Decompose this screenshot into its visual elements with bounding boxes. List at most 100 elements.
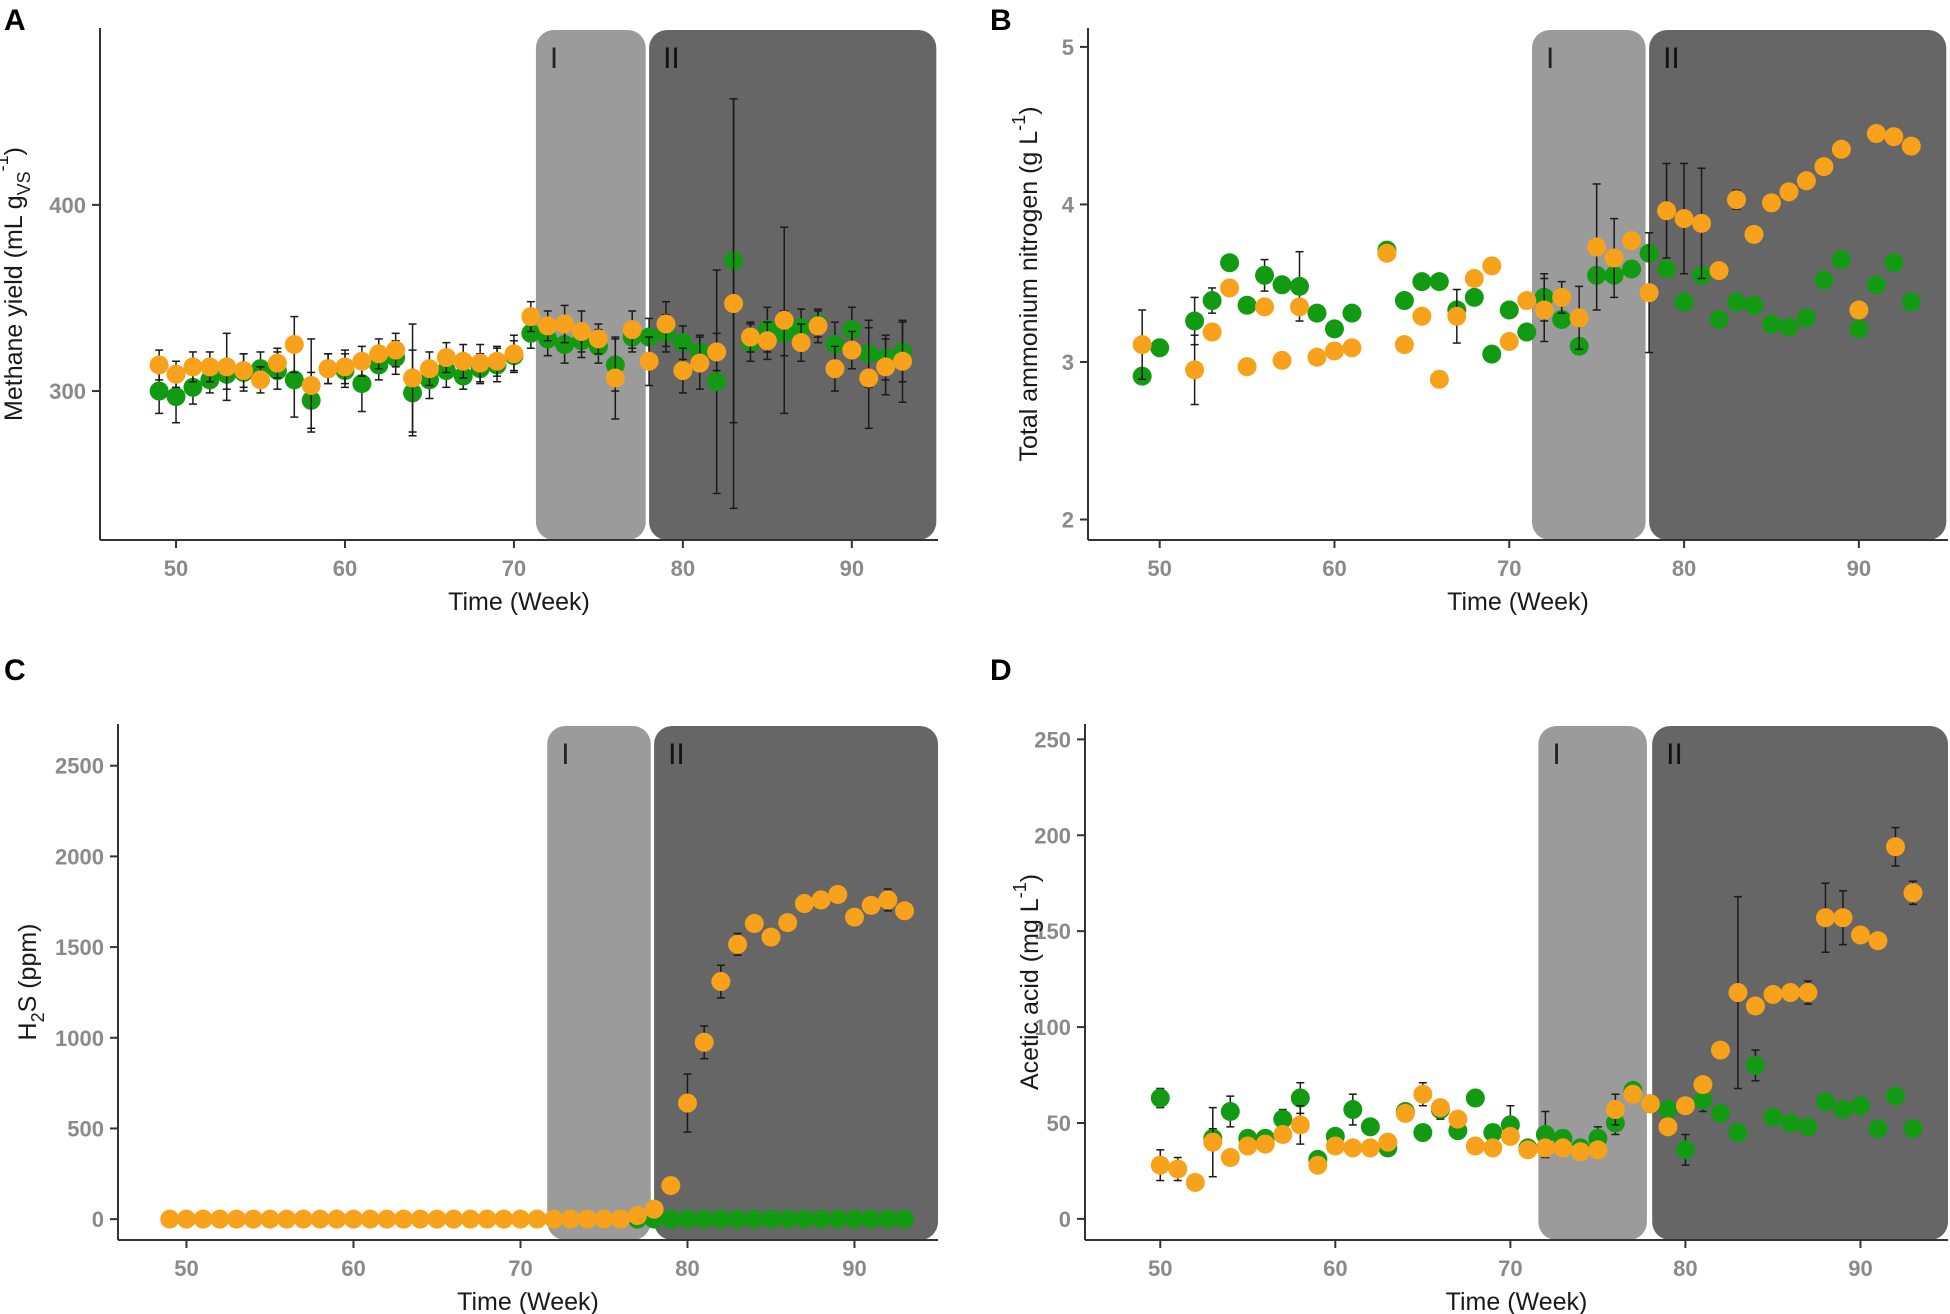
- y-tick-label: 150: [1034, 919, 1071, 944]
- data-point-orange: [1866, 124, 1886, 144]
- phase-II-label: II: [1663, 42, 1680, 75]
- data-point-green: [352, 374, 372, 394]
- data-point-orange: [1412, 306, 1432, 326]
- data-point-orange: [728, 934, 748, 954]
- phase-I-label: I: [1552, 738, 1560, 771]
- data-point-orange: [572, 321, 592, 341]
- data-point-orange: [477, 1209, 497, 1229]
- data-point-orange: [774, 310, 794, 330]
- data-point-green: [1761, 314, 1781, 334]
- data-point-orange: [1342, 338, 1362, 358]
- data-point-orange: [673, 361, 693, 381]
- data-point-orange: [1868, 931, 1888, 951]
- data-point-orange: [895, 901, 915, 921]
- data-point-orange: [1763, 984, 1783, 1004]
- data-point-orange: [627, 1206, 647, 1226]
- data-point-orange: [694, 1032, 714, 1052]
- data-point-orange: [1833, 908, 1853, 928]
- data-point-orange: [1150, 1155, 1170, 1175]
- data-point-orange: [690, 353, 710, 373]
- y-tick-label: 0: [1059, 1207, 1071, 1232]
- data-point-orange: [844, 907, 864, 927]
- y-axis-title: Methane yield (mL gVS-1): [0, 147, 34, 421]
- data-point-orange: [301, 375, 321, 395]
- data-point-orange: [893, 351, 913, 371]
- data-point-green: [1307, 303, 1327, 323]
- y-tick-label: 50: [1047, 1111, 1071, 1136]
- phase-II-label: II: [663, 42, 680, 75]
- data-point-orange: [1132, 335, 1152, 355]
- data-point-green: [844, 1209, 864, 1229]
- phase-I-label: I: [1546, 42, 1554, 75]
- data-point-orange: [828, 884, 848, 904]
- data-point-green: [1831, 250, 1851, 270]
- data-point-orange: [267, 353, 287, 373]
- data-point-orange: [1745, 996, 1765, 1016]
- data-point-orange: [1796, 171, 1816, 191]
- data-point-orange: [1483, 1138, 1503, 1158]
- data-point-green: [744, 1209, 764, 1229]
- data-point-green: [1394, 291, 1414, 311]
- data-point-orange: [293, 1209, 313, 1229]
- data-point-green: [1903, 1119, 1923, 1139]
- phase-I-label: I: [561, 738, 569, 771]
- data-point-orange: [160, 1209, 180, 1229]
- data-point-orange: [1255, 297, 1275, 317]
- data-point-orange: [166, 364, 186, 384]
- data-point-orange: [504, 344, 524, 364]
- y-axis-title: H2S (ppm): [14, 924, 48, 1041]
- data-point-green: [1290, 1088, 1310, 1108]
- data-point-orange: [724, 294, 744, 314]
- data-point-orange: [1535, 1138, 1555, 1158]
- data-point-orange: [210, 1209, 230, 1229]
- data-point-green: [878, 1209, 898, 1229]
- data-point-green: [1150, 338, 1170, 358]
- data-point-orange: [200, 357, 220, 377]
- x-tick-label: 60: [1323, 1256, 1347, 1281]
- data-point-green: [1360, 1117, 1380, 1137]
- data-point-green: [1483, 1123, 1503, 1143]
- phase-II-region: [1649, 30, 1947, 540]
- data-point-orange: [352, 351, 372, 371]
- data-point-orange: [1448, 1109, 1468, 1129]
- y-tick-label: 400: [49, 193, 86, 218]
- x-tick-label: 70: [508, 1256, 532, 1281]
- data-point-orange: [377, 1209, 397, 1229]
- data-point-orange: [1798, 983, 1818, 1003]
- data-point-green: [1464, 287, 1484, 307]
- data-point-green: [1499, 300, 1519, 320]
- data-point-green: [811, 1209, 831, 1229]
- data-point-orange: [444, 1209, 464, 1229]
- data-point-orange: [1780, 983, 1800, 1003]
- data-point-green: [1220, 1101, 1240, 1121]
- data-point-orange: [1394, 335, 1414, 355]
- data-point-orange: [1744, 224, 1764, 244]
- y-tick-label: 200: [1034, 823, 1071, 848]
- data-point-orange: [251, 370, 271, 390]
- data-point-green: [1693, 1090, 1713, 1110]
- data-point-green: [1850, 1096, 1870, 1116]
- data-point-orange: [1814, 157, 1834, 177]
- data-point-green: [1517, 322, 1537, 342]
- data-point-green: [284, 370, 304, 390]
- data-point-green: [1814, 270, 1834, 290]
- data-point-orange: [1569, 308, 1589, 328]
- y-tick-label: 2000: [55, 844, 104, 869]
- data-point-orange: [1553, 1138, 1573, 1158]
- data-point-green: [1150, 1088, 1170, 1108]
- data-point-orange: [1517, 291, 1537, 311]
- data-point-green: [1815, 1092, 1835, 1112]
- data-point-orange: [318, 359, 338, 379]
- data-point-orange: [577, 1209, 597, 1229]
- x-tick-label: 60: [1322, 556, 1346, 581]
- data-point-orange: [825, 359, 845, 379]
- data-point-orange: [1779, 182, 1799, 202]
- data-point-orange: [494, 1209, 514, 1229]
- data-point-green: [1744, 295, 1764, 315]
- data-point-green: [1429, 272, 1449, 292]
- x-tick-label: 60: [341, 1256, 365, 1281]
- data-point-orange: [527, 1209, 547, 1229]
- data-point-orange: [1307, 347, 1327, 367]
- x-tick-label: 60: [333, 556, 357, 581]
